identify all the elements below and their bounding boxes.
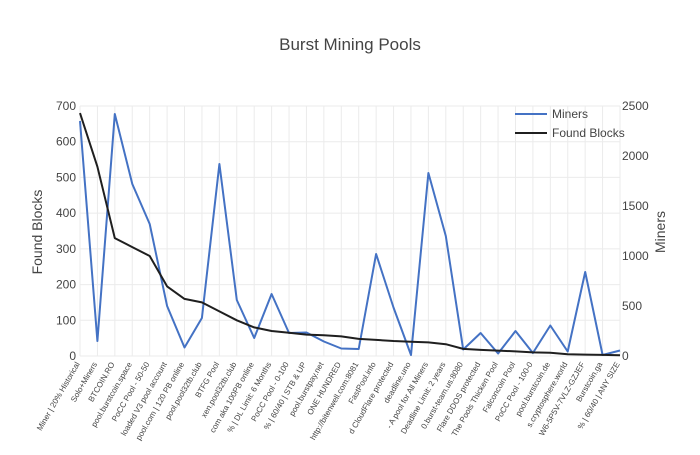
y-right-tick-label: 1500 <box>622 199 649 213</box>
y-left-tick-label: 500 <box>56 170 76 184</box>
y-right-tick-label: 2500 <box>622 99 649 113</box>
y-left-tick-label: 200 <box>56 278 76 292</box>
y-right-axis-title: Miners <box>652 211 668 253</box>
series-layer <box>79 112 621 357</box>
tick-layer: 0 100 200 300 400 500 600 700 0 500 1000 1500 2000 25… <box>35 99 649 442</box>
y-left-tick-label: 0 <box>69 349 76 363</box>
y-left-tick-label: 100 <box>56 313 76 327</box>
legend-label-miners: Miners <box>552 107 588 121</box>
y-right-tick-label: 0 <box>622 349 629 363</box>
y-left-tick-label: 600 <box>56 135 76 149</box>
y-right-tick-label: 1000 <box>622 249 649 263</box>
y-left-tick-label: 300 <box>56 242 76 256</box>
y-left-tick-label: 400 <box>56 206 76 220</box>
series-line-found-blocks[interactable] <box>79 112 621 357</box>
series-line-miners[interactable] <box>79 113 621 356</box>
y-left-tick-label: 700 <box>56 99 76 113</box>
y-right-tick-label: 2000 <box>622 149 649 163</box>
grid-layer <box>79 105 621 357</box>
y-right-tick-label: 500 <box>622 299 642 313</box>
y-left-axis-title: Found Blocks <box>29 190 45 275</box>
legend-label-found-blocks: Found Blocks <box>552 126 625 140</box>
chart-title: Burst Mining Pools <box>279 35 421 54</box>
legend[interactable]: Miners Found Blocks <box>515 107 625 140</box>
